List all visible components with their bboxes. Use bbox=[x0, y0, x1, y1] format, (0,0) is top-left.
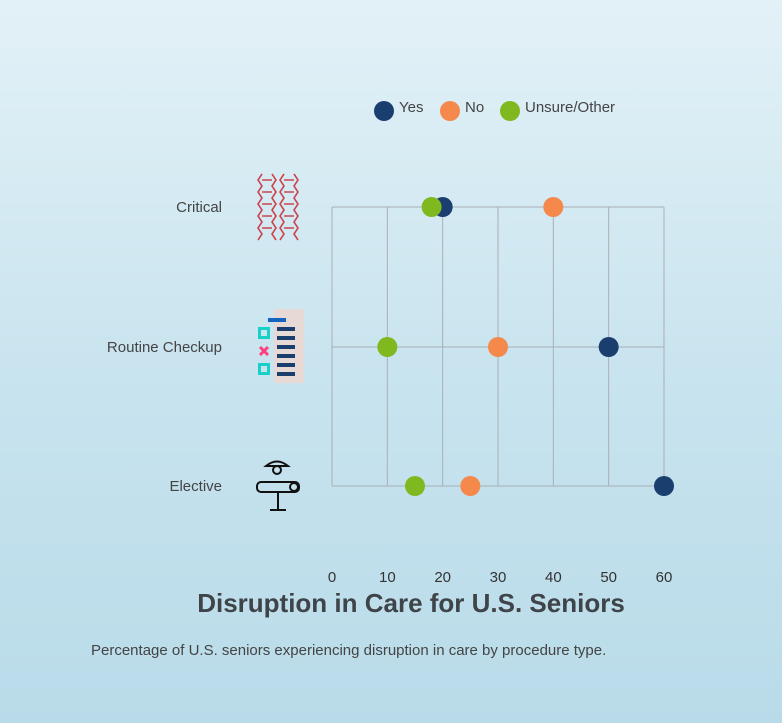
x-tick-label: 40 bbox=[545, 569, 562, 586]
legend-label: Unsure/Other bbox=[525, 99, 615, 116]
x-tick-label: 60 bbox=[656, 569, 673, 586]
data-point-unsure-other bbox=[377, 337, 398, 357]
legend-marker bbox=[440, 101, 460, 121]
x-tick-label: 50 bbox=[600, 569, 617, 586]
category-label: Routine Checkup bbox=[107, 339, 222, 356]
data-point-unsure-other bbox=[421, 197, 442, 217]
data-points bbox=[377, 197, 674, 496]
x-axis-ticks: 0 10 20 30 40 50 60 bbox=[328, 569, 673, 586]
legend: Yes No Unsure/Other bbox=[374, 99, 615, 121]
legend-label: No bbox=[465, 99, 484, 116]
x-tick-label: 10 bbox=[379, 569, 396, 586]
data-point-no bbox=[460, 476, 481, 496]
checklist-icon bbox=[258, 309, 304, 383]
category-label: Critical bbox=[176, 199, 222, 216]
data-point-yes bbox=[598, 337, 619, 357]
dna-icon bbox=[257, 173, 299, 241]
category-labels: Critical Routine Checkup Elective bbox=[107, 199, 222, 495]
x-tick-label: 0 bbox=[328, 569, 336, 586]
data-point-unsure-other bbox=[405, 476, 425, 496]
x-tick-label: 30 bbox=[490, 569, 507, 586]
legend-marker bbox=[374, 101, 394, 121]
data-point-no bbox=[543, 197, 564, 217]
chart-title: Disruption in Care for U.S. Seniors bbox=[197, 588, 625, 618]
data-point-no bbox=[488, 337, 508, 357]
data-point-yes bbox=[654, 476, 674, 496]
x-tick-label: 20 bbox=[434, 569, 451, 586]
chart-subtitle: Percentage of U.S. seniors experiencing … bbox=[91, 642, 606, 659]
legend-marker bbox=[500, 101, 520, 121]
patient-bed-icon bbox=[256, 460, 300, 511]
legend-label: Yes bbox=[399, 99, 423, 116]
category-label: Elective bbox=[169, 478, 222, 495]
